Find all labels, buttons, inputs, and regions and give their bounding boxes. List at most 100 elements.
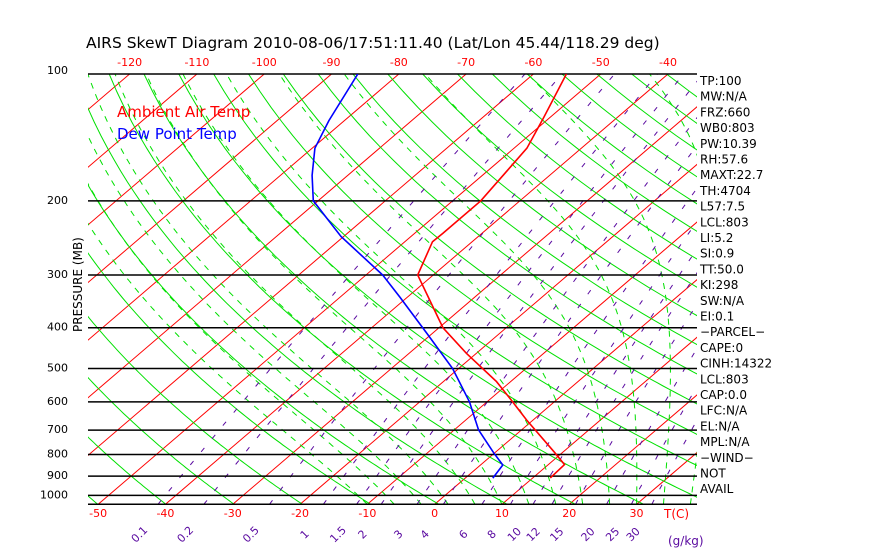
dry-adiabat-line	[0, 74, 30, 504]
mixing-ratio-line	[356, 74, 684, 504]
stat-item: WB0:803	[700, 121, 755, 135]
stat-item: EI:0.1	[700, 310, 734, 324]
temp-tick-label-bottom: -30	[224, 507, 242, 520]
legend-ambient-air-temp: Ambient Air Temp	[117, 103, 250, 121]
mixing-ratio-line	[442, 144, 697, 504]
dry-adiabat-line	[88, 107, 508, 504]
moist-adiabat-line	[88, 222, 368, 504]
mixing-ratio-label: 20	[579, 525, 598, 544]
dry-adiabat-line	[422, 74, 697, 288]
isotherm-line	[0, 74, 62, 504]
ambient-air-temp-line	[416, 74, 568, 479]
temp-tick-label-bottom: -20	[291, 507, 309, 520]
pressure-tick-label: 300	[47, 268, 68, 281]
stat-item: LFC:N/A	[700, 404, 748, 418]
mixing-ratio-line	[606, 347, 697, 504]
temp-tick-label-top: -50	[592, 56, 610, 69]
mixing-ratio-label: 30	[624, 525, 643, 544]
dry-adiabat-line	[108, 74, 576, 504]
stat-item: −PARCEL−	[700, 325, 765, 339]
dry-adiabat-line	[143, 74, 644, 504]
stat-item: RH:57.6	[700, 153, 748, 167]
profiles	[311, 74, 568, 479]
legend-dew-point-temp: Dew Point Temp	[117, 125, 237, 143]
mixing-ratio-line	[380, 80, 697, 504]
pressure-tick-label: 500	[47, 362, 68, 375]
mixing-ratio-line	[651, 418, 697, 504]
moist-adiabat-line	[343, 74, 611, 504]
isotherm-line	[88, 74, 265, 226]
stat-item: CINH:14322	[700, 357, 772, 371]
mixing-ratio-label: 4	[418, 527, 432, 541]
moist-adiabat-line	[424, 74, 638, 504]
mixing-ratio-label: 0.2	[175, 524, 197, 546]
moist-adiabat-line	[527, 74, 671, 504]
dry-adiabat-line	[88, 184, 440, 504]
mixing-ratio-label: 2	[356, 527, 370, 541]
temp-tick-label-top: -60	[524, 56, 542, 69]
background-lines	[0, 74, 697, 504]
temp-tick-label-bottom: 10	[495, 507, 509, 520]
mixing-ratio-line	[509, 220, 697, 504]
dry-adiabat-line	[317, 74, 697, 375]
stat-item: AVAIL	[700, 482, 734, 496]
isotherm-line	[165, 74, 669, 504]
mixing-ratio-line	[203, 74, 563, 504]
stat-item: CAPE:0	[700, 341, 743, 355]
stat-item: KI:298	[700, 278, 738, 292]
isotherm-line	[501, 336, 697, 504]
isotherm-line	[568, 394, 697, 504]
stat-item: MPL:N/A	[700, 435, 750, 449]
stat-item: L57:7.5	[700, 200, 745, 214]
isotherm-line	[367, 221, 697, 504]
stat-item: SI:0.9	[700, 247, 734, 261]
mixing-ratio-line	[574, 303, 697, 504]
x-axis-label: T(C)	[663, 507, 689, 521]
temp-tick-label-bottom: -40	[156, 507, 174, 520]
temp-tick-label-bottom: 30	[630, 507, 644, 520]
moist-adiabat-line	[88, 134, 422, 504]
mixing-ratio-line	[630, 385, 697, 504]
mixing-ratio-label: 12	[524, 525, 543, 544]
mixing-ratio-label: 10	[505, 525, 524, 544]
temp-tick-label-bottom: -10	[358, 507, 376, 520]
stat-item: CAP:0.0	[700, 388, 747, 402]
dry-adiabat-line	[352, 74, 697, 346]
isotherm-line	[299, 163, 697, 504]
temp-tick-label-bottom: 0	[431, 507, 438, 520]
stat-item: LCL:803	[700, 215, 749, 229]
pressure-tick-label: 200	[47, 194, 68, 207]
moist-adiabat-line	[114, 74, 476, 504]
temp-tick-label-bottom: -50	[89, 507, 107, 520]
mixing-ratio-label: 1.5	[327, 524, 349, 546]
mixing-ratio-line	[551, 272, 697, 504]
pressure-tick-label: 700	[47, 423, 68, 436]
stat-item: TT:50.0	[699, 262, 744, 276]
pressure-tick-label: 900	[47, 469, 68, 482]
dry-adiabat-line	[457, 74, 697, 260]
stat-item: MW:N/A	[700, 90, 748, 104]
mixing-ratio-label: 0.1	[129, 524, 151, 546]
mixing-ratio-line	[416, 116, 697, 504]
isotherm-line	[97, 74, 602, 504]
pressure-tick-label: 800	[47, 448, 68, 461]
isotherm-line	[88, 74, 534, 457]
mixing-ratio-line	[532, 248, 697, 504]
stat-item: FRZ:660	[700, 105, 750, 119]
dry-adiabat-line	[213, 74, 697, 467]
pressure-tick-label: 1000	[40, 488, 68, 501]
temp-tick-label-bottom: 20	[562, 507, 576, 520]
mixing-ratio-label: 3	[391, 527, 405, 541]
dry-adiabat-line	[88, 315, 303, 504]
stat-item: LCL:803	[700, 372, 749, 386]
mixing-ratio-line	[481, 187, 697, 504]
dry-adiabat-line	[88, 436, 167, 504]
isotherm-line	[232, 106, 697, 504]
moist-adiabat-line	[145, 74, 503, 504]
temp-tick-label-top: -70	[457, 56, 475, 69]
temp-tick-label-top: -100	[252, 56, 277, 69]
stat-item: MAXT:22.7	[700, 168, 763, 182]
dry-adiabat-line	[88, 252, 371, 504]
